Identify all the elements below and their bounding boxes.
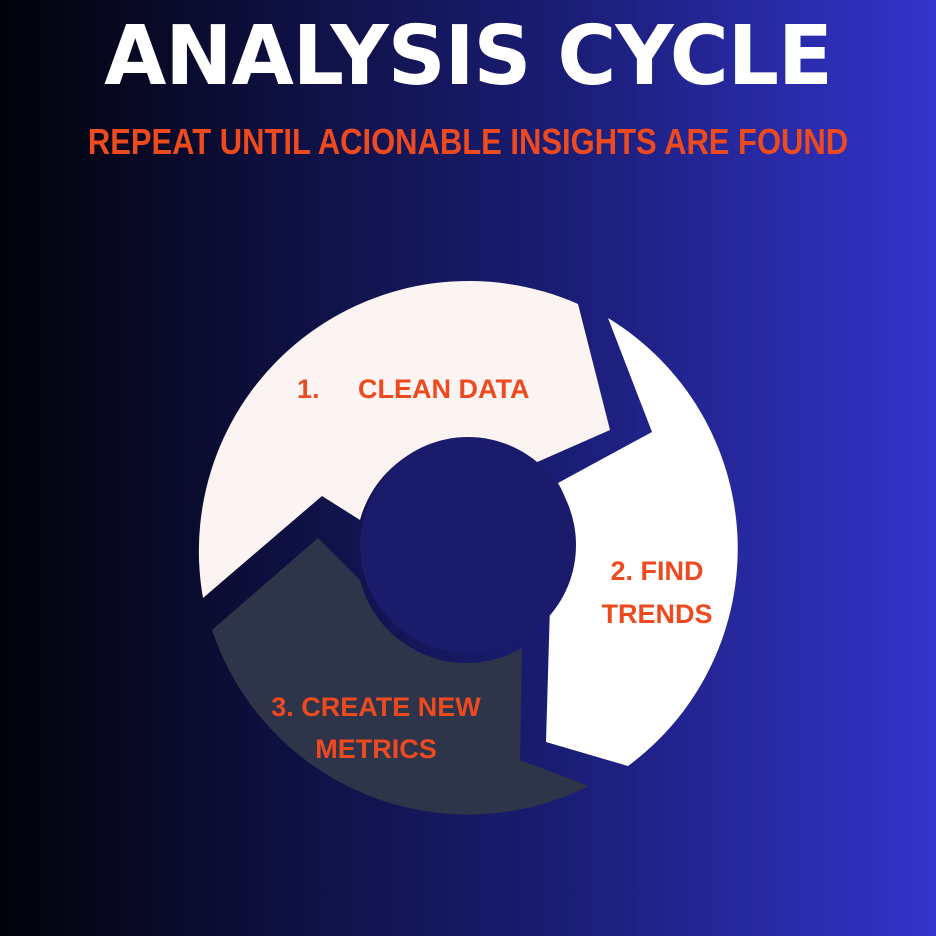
step-1-label: CLEAN DATA (358, 374, 529, 404)
step-1-number: 1. (297, 374, 320, 404)
segment-clean-data (198, 280, 610, 598)
step-3-line-1: 3. CREATE NEW (271, 692, 481, 722)
segment-find-trends (546, 318, 738, 766)
step-2-line-2: TRENDS (601, 599, 712, 629)
cycle-center (360, 437, 576, 653)
step-2-line-1: 2. FIND (610, 556, 703, 586)
diagram-title: ANALYSIS CYCLE (104, 9, 833, 104)
step-3-line-2: METRICS (315, 734, 437, 764)
diagram-subtitle: REPEAT UNTIL ACIONABLE INSIGHTS ARE FOUN… (87, 121, 849, 162)
segment-create-metrics (212, 538, 589, 815)
